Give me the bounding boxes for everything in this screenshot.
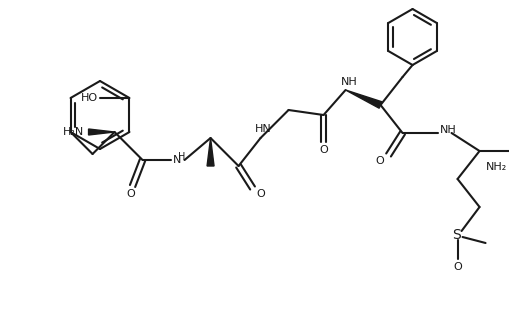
Text: H: H [177,152,185,162]
Text: O: O [319,145,327,155]
Text: H₂N: H₂N [63,127,84,137]
Polygon shape [345,90,381,108]
Text: O: O [375,156,384,166]
Text: O: O [126,189,135,199]
Text: HN: HN [254,124,271,134]
Text: HO: HO [81,93,98,103]
Text: NH₂: NH₂ [485,162,506,172]
Polygon shape [207,138,214,166]
Text: S: S [451,228,460,242]
Text: O: O [256,189,265,199]
Text: NH: NH [340,77,357,87]
Polygon shape [89,129,115,135]
Text: NH: NH [439,125,456,135]
Text: O: O [453,262,461,272]
Text: N: N [172,155,181,165]
